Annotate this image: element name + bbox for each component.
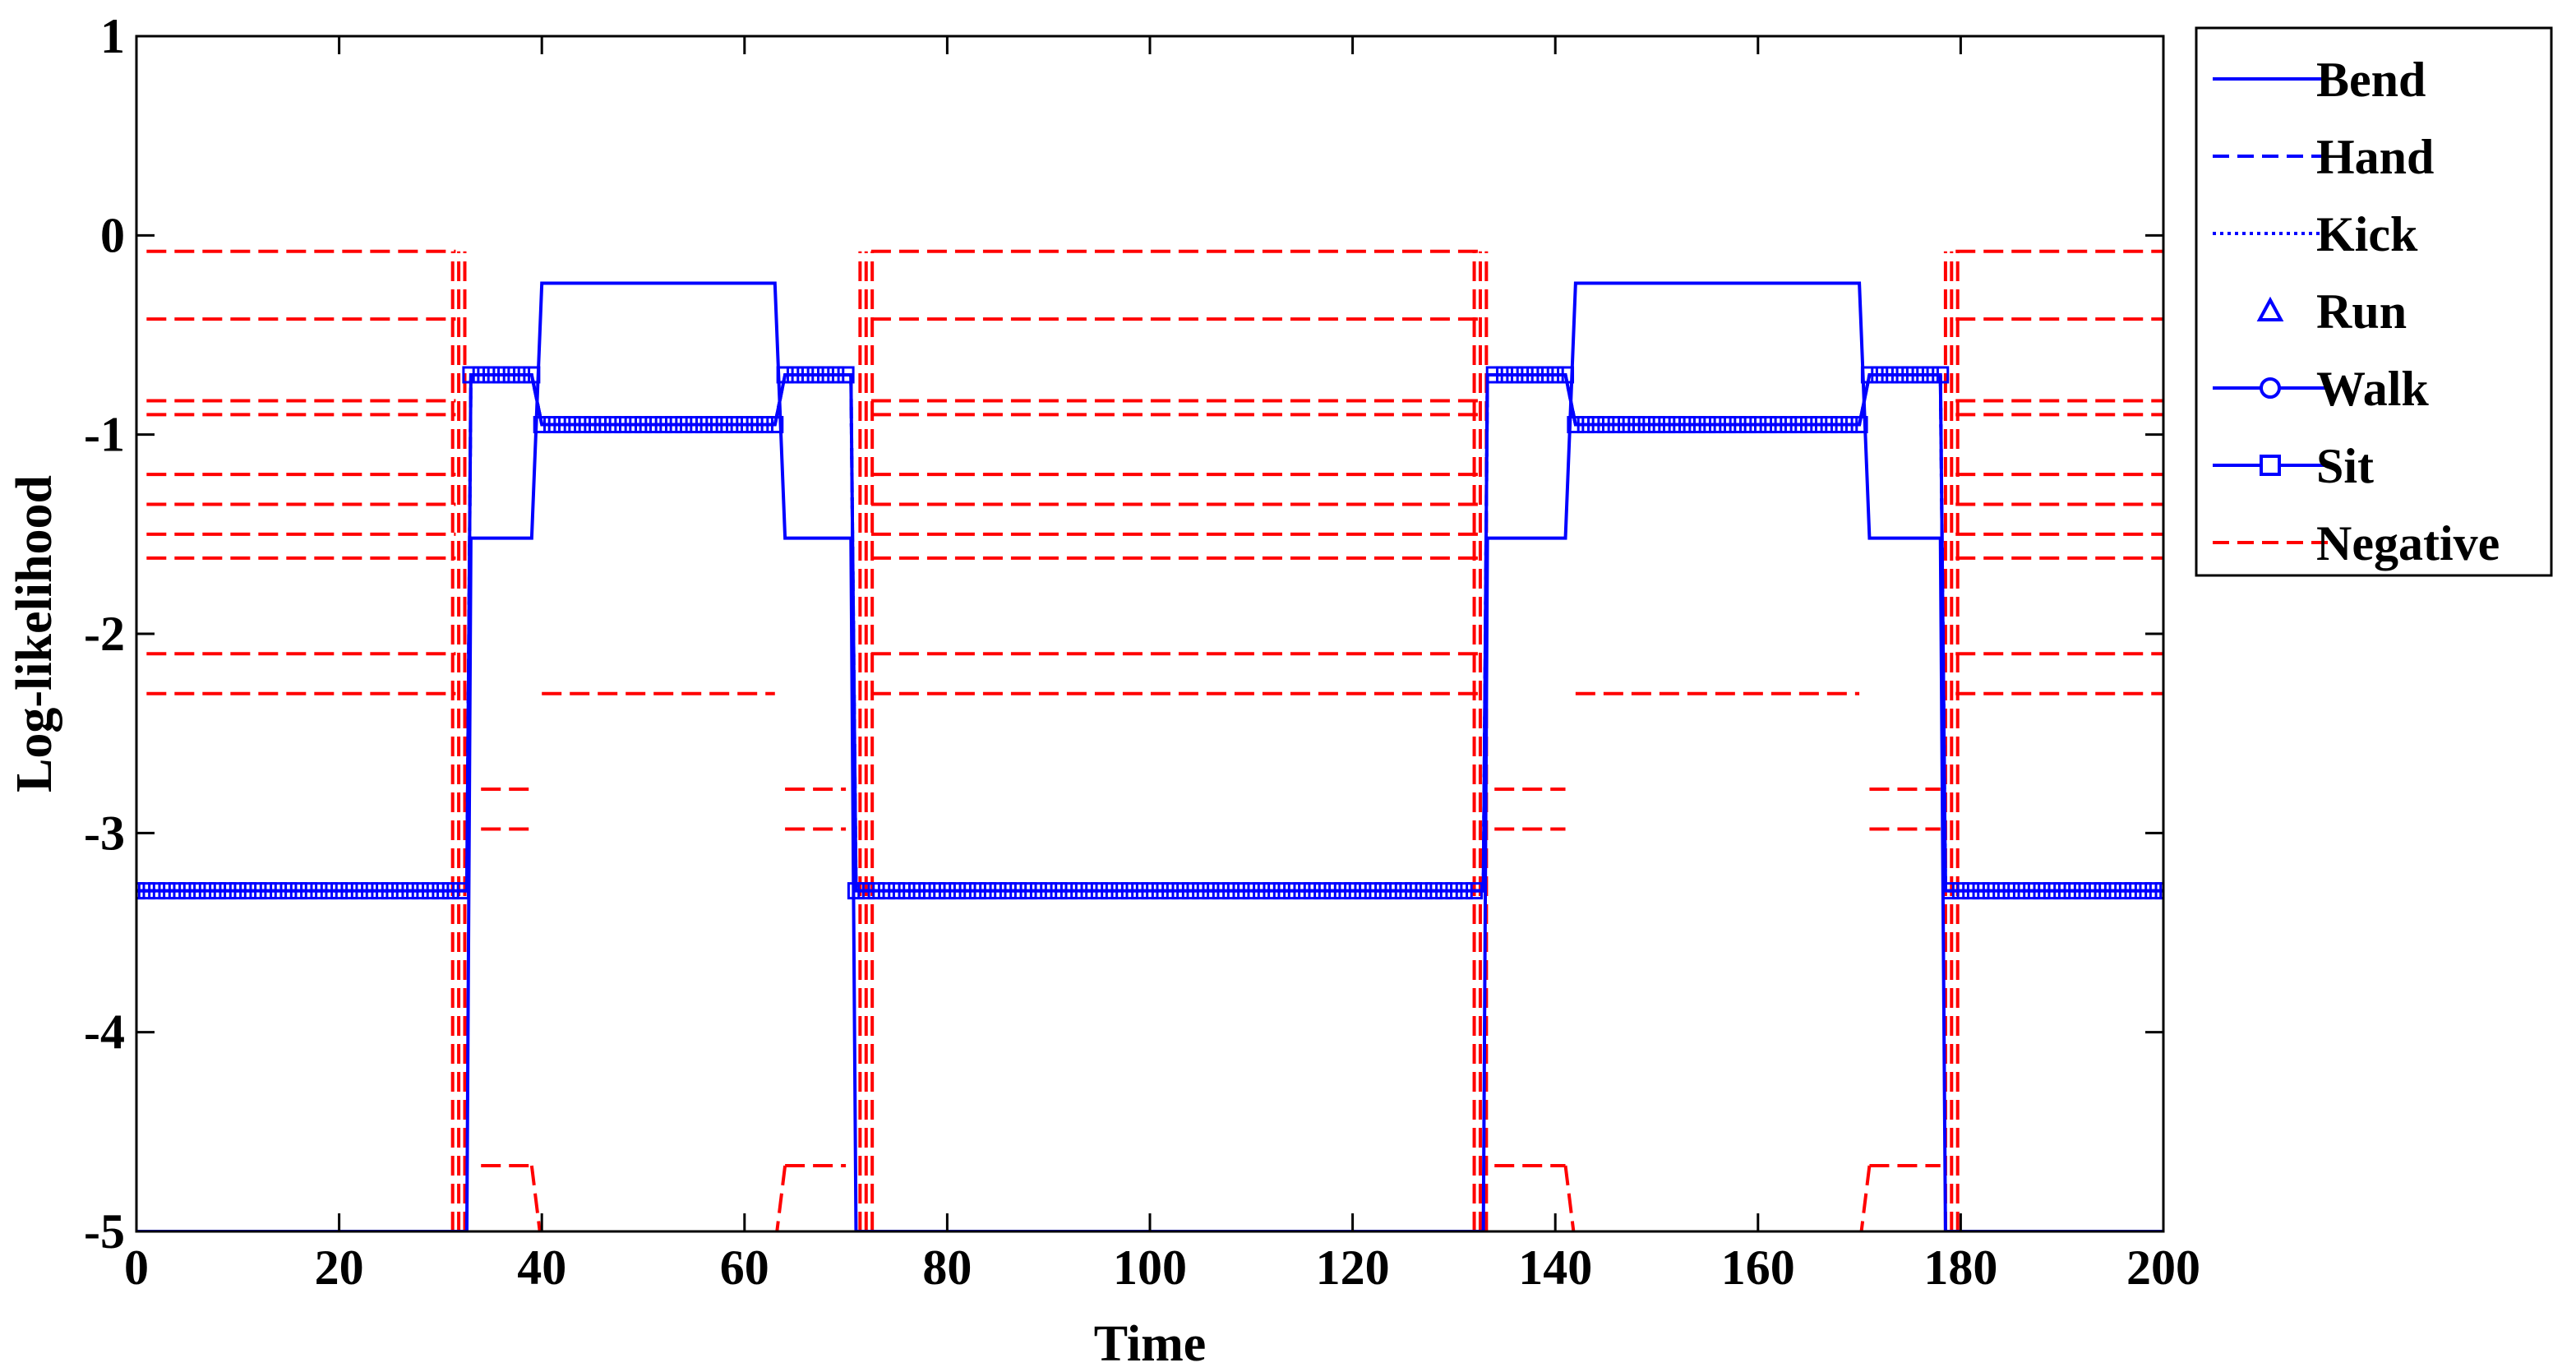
- plot-area: [136, 249, 2163, 1231]
- y-axis: -5 -4 -3 -2 -1 0 1: [84, 9, 2163, 1259]
- legend-label: Kick: [2316, 207, 2418, 261]
- legend-label: Bend: [2316, 53, 2426, 107]
- x-tick-label: 0: [124, 1240, 149, 1295]
- legend-label: Run: [2316, 284, 2407, 339]
- legend-item-hand: Hand: [2213, 130, 2434, 184]
- x-tick-label: 100: [1113, 1240, 1187, 1295]
- legend-swatch-marker: [2260, 455, 2281, 476]
- y-tick-label: 0: [100, 208, 125, 262]
- y-axis-label: Log-likelihood: [7, 475, 62, 792]
- y-tick-label: -3: [84, 806, 125, 860]
- legend-item-sit: Sit: [2213, 439, 2374, 493]
- x-axis-label: Time: [1094, 1316, 1207, 1372]
- x-tick-label: 200: [2126, 1240, 2200, 1295]
- legend-swatch: [2256, 296, 2284, 321]
- y-tick-label: -1: [84, 408, 125, 462]
- legend-item-kick: Kick: [2213, 207, 2418, 261]
- x-tick-label: 180: [1923, 1240, 1997, 1295]
- y-tick-label: -4: [84, 1005, 125, 1060]
- legend-label: Negative: [2316, 516, 2500, 571]
- legend-item-bend: Bend: [2213, 53, 2426, 107]
- legend-item-negative: Negative: [2213, 516, 2500, 571]
- y-tick-label: -5: [84, 1204, 125, 1259]
- x-tick-label: 120: [1316, 1240, 1390, 1295]
- x-tick-label: 160: [1721, 1240, 1795, 1295]
- x-tick-label: 80: [922, 1240, 972, 1295]
- legend-label: Sit: [2316, 439, 2374, 493]
- legend-item-walk: Walk: [2213, 362, 2429, 416]
- legend-label: Hand: [2316, 130, 2434, 184]
- x-tick-label: 140: [1518, 1240, 1592, 1295]
- negative-drop: [1563, 1165, 1576, 1231]
- y-tick-label: 1: [100, 9, 125, 63]
- legend-label: Walk: [2316, 362, 2429, 416]
- legend-box: [2195, 26, 2553, 577]
- x-axis: 0 20 40 60 80 100 120 140 160 180 200: [124, 36, 2200, 1295]
- legend: Bend Hand Kick Run Walk Sit Negative: [2195, 26, 2553, 577]
- x-tick-label: 40: [517, 1240, 566, 1295]
- negative-drop: [1859, 1165, 1872, 1231]
- legend-swatch-marker: [2260, 377, 2281, 399]
- x-tick-label: 60: [720, 1240, 769, 1295]
- negative-drop: [775, 1165, 787, 1231]
- series-kick: [136, 372, 2163, 893]
- x-tick-label: 20: [315, 1240, 364, 1295]
- negative-drop: [529, 1165, 542, 1231]
- legend-item-run: Run: [2256, 284, 2407, 339]
- y-tick-label: -2: [84, 607, 125, 661]
- series-bend: [136, 281, 2163, 1231]
